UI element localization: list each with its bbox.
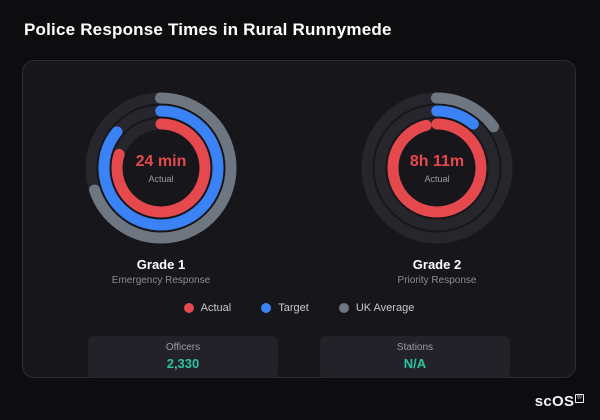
stat-box-stations: Stations N/A — [320, 336, 510, 378]
legend-dot-uk-average — [338, 303, 349, 313]
gauge-grade-1: 24 min Actual Grade 1 Emergency Response — [46, 89, 276, 286]
chart-legend: Actual Target UK Average — [23, 302, 575, 314]
radial-chart-grade-1[interactable]: 24 min Actual — [82, 89, 240, 247]
gauge-subtitle: Priority Response — [397, 275, 477, 286]
stat-label: Stations — [396, 342, 434, 353]
page-title: Police Response Times in Rural Runnymede — [24, 20, 392, 39]
stats-row: Officers 2,330 Stations N/A — [23, 336, 575, 378]
registered-trademark-icon: ® — [575, 394, 584, 403]
gauges-row: 24 min Actual Grade 1 Emergency Response… — [23, 61, 575, 286]
legend-dot-actual — [183, 303, 194, 313]
gauge-subtitle: Emergency Response — [111, 275, 211, 286]
legend-item-uk-average[interactable]: UK Average — [338, 302, 415, 314]
radial-chart-grade-2[interactable]: 8h 11m Actual — [358, 89, 516, 247]
legend-label: Actual — [200, 302, 232, 314]
legend-label: Target — [278, 302, 309, 314]
scos-logo: scOS ® — [535, 393, 584, 410]
gauge-grade-2: 8h 11m Actual Grade 2 Priority Response — [322, 89, 552, 286]
stat-box-officers: Officers 2,330 — [88, 336, 278, 378]
gauge-title: Grade 2 — [412, 257, 462, 272]
legend-item-actual[interactable]: Actual — [183, 302, 232, 314]
legend-label: UK Average — [355, 302, 415, 314]
response-times-card: 24 min Actual Grade 1 Emergency Response… — [22, 60, 576, 378]
stat-label: Officers — [165, 342, 201, 353]
scos-logo-text: scOS — [534, 393, 575, 410]
stat-value: N/A — [403, 356, 427, 371]
stat-value: 2,330 — [166, 356, 200, 371]
legend-item-target[interactable]: Target — [261, 302, 309, 314]
gauge-title: Grade 1 — [136, 257, 186, 272]
legend-dot-target — [261, 303, 272, 313]
